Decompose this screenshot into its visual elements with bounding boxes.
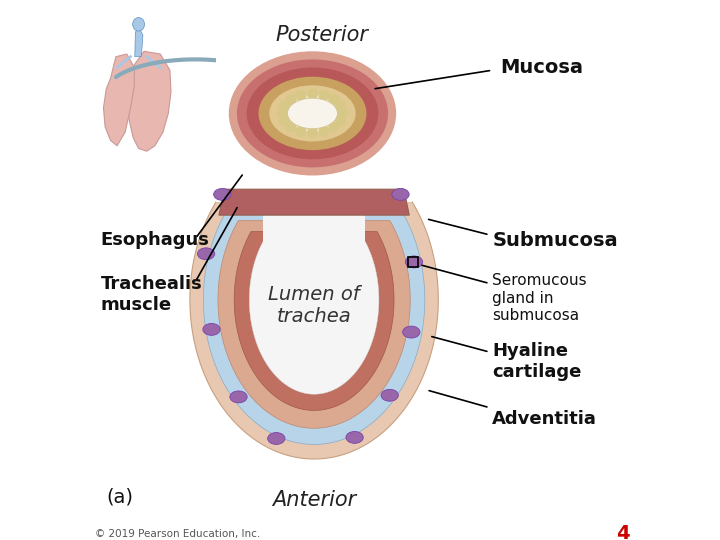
Circle shape [319,91,329,100]
Ellipse shape [246,68,379,159]
Ellipse shape [203,323,220,335]
Ellipse shape [288,98,337,129]
Ellipse shape [230,391,247,403]
Text: Hyaline
cartilage: Hyaline cartilage [492,342,582,381]
Text: Lumen of
trachea: Lumen of trachea [269,285,360,326]
Ellipse shape [197,248,215,260]
Text: Seromucous
gland in
submucosa: Seromucous gland in submucosa [492,273,587,323]
Polygon shape [127,51,171,151]
Text: Trachealis
muscle: Trachealis muscle [101,275,202,314]
Polygon shape [190,201,438,459]
Ellipse shape [258,77,366,150]
Text: © 2019 Pearson Education, Inc.: © 2019 Pearson Education, Inc. [95,529,261,538]
Polygon shape [104,54,134,146]
Ellipse shape [405,256,423,268]
Text: Anterior: Anterior [272,489,356,510]
Circle shape [279,116,289,126]
Circle shape [277,109,287,118]
Ellipse shape [214,188,231,200]
Text: Mucosa: Mucosa [500,58,583,77]
Text: Esophagus: Esophagus [101,231,210,249]
Circle shape [336,101,346,111]
Circle shape [307,89,318,99]
Ellipse shape [392,188,409,200]
Circle shape [329,95,338,105]
Ellipse shape [282,94,344,133]
Ellipse shape [288,98,337,129]
Circle shape [296,91,306,100]
Ellipse shape [402,326,420,338]
Ellipse shape [237,59,388,167]
Circle shape [329,122,338,132]
Bar [408,256,418,267]
Text: Submucosa: Submucosa [492,231,618,250]
Circle shape [336,116,346,126]
Ellipse shape [268,433,285,444]
Text: (a): (a) [107,487,133,507]
Ellipse shape [132,18,145,31]
Circle shape [287,95,296,105]
Polygon shape [234,232,394,410]
Ellipse shape [346,431,364,443]
Ellipse shape [381,389,398,401]
Ellipse shape [229,51,396,176]
Polygon shape [218,220,410,428]
Polygon shape [216,0,412,201]
Polygon shape [135,27,143,57]
Circle shape [307,128,318,138]
Circle shape [279,101,289,111]
Text: Adventitia: Adventitia [492,409,597,428]
Polygon shape [263,215,365,241]
Text: 4: 4 [616,524,630,540]
Circle shape [296,126,306,136]
Polygon shape [204,211,425,444]
Polygon shape [219,189,409,215]
Circle shape [338,109,348,118]
Circle shape [287,122,296,132]
Text: Posterior: Posterior [276,25,369,45]
Polygon shape [249,241,379,394]
Circle shape [319,126,329,136]
Ellipse shape [269,85,356,141]
